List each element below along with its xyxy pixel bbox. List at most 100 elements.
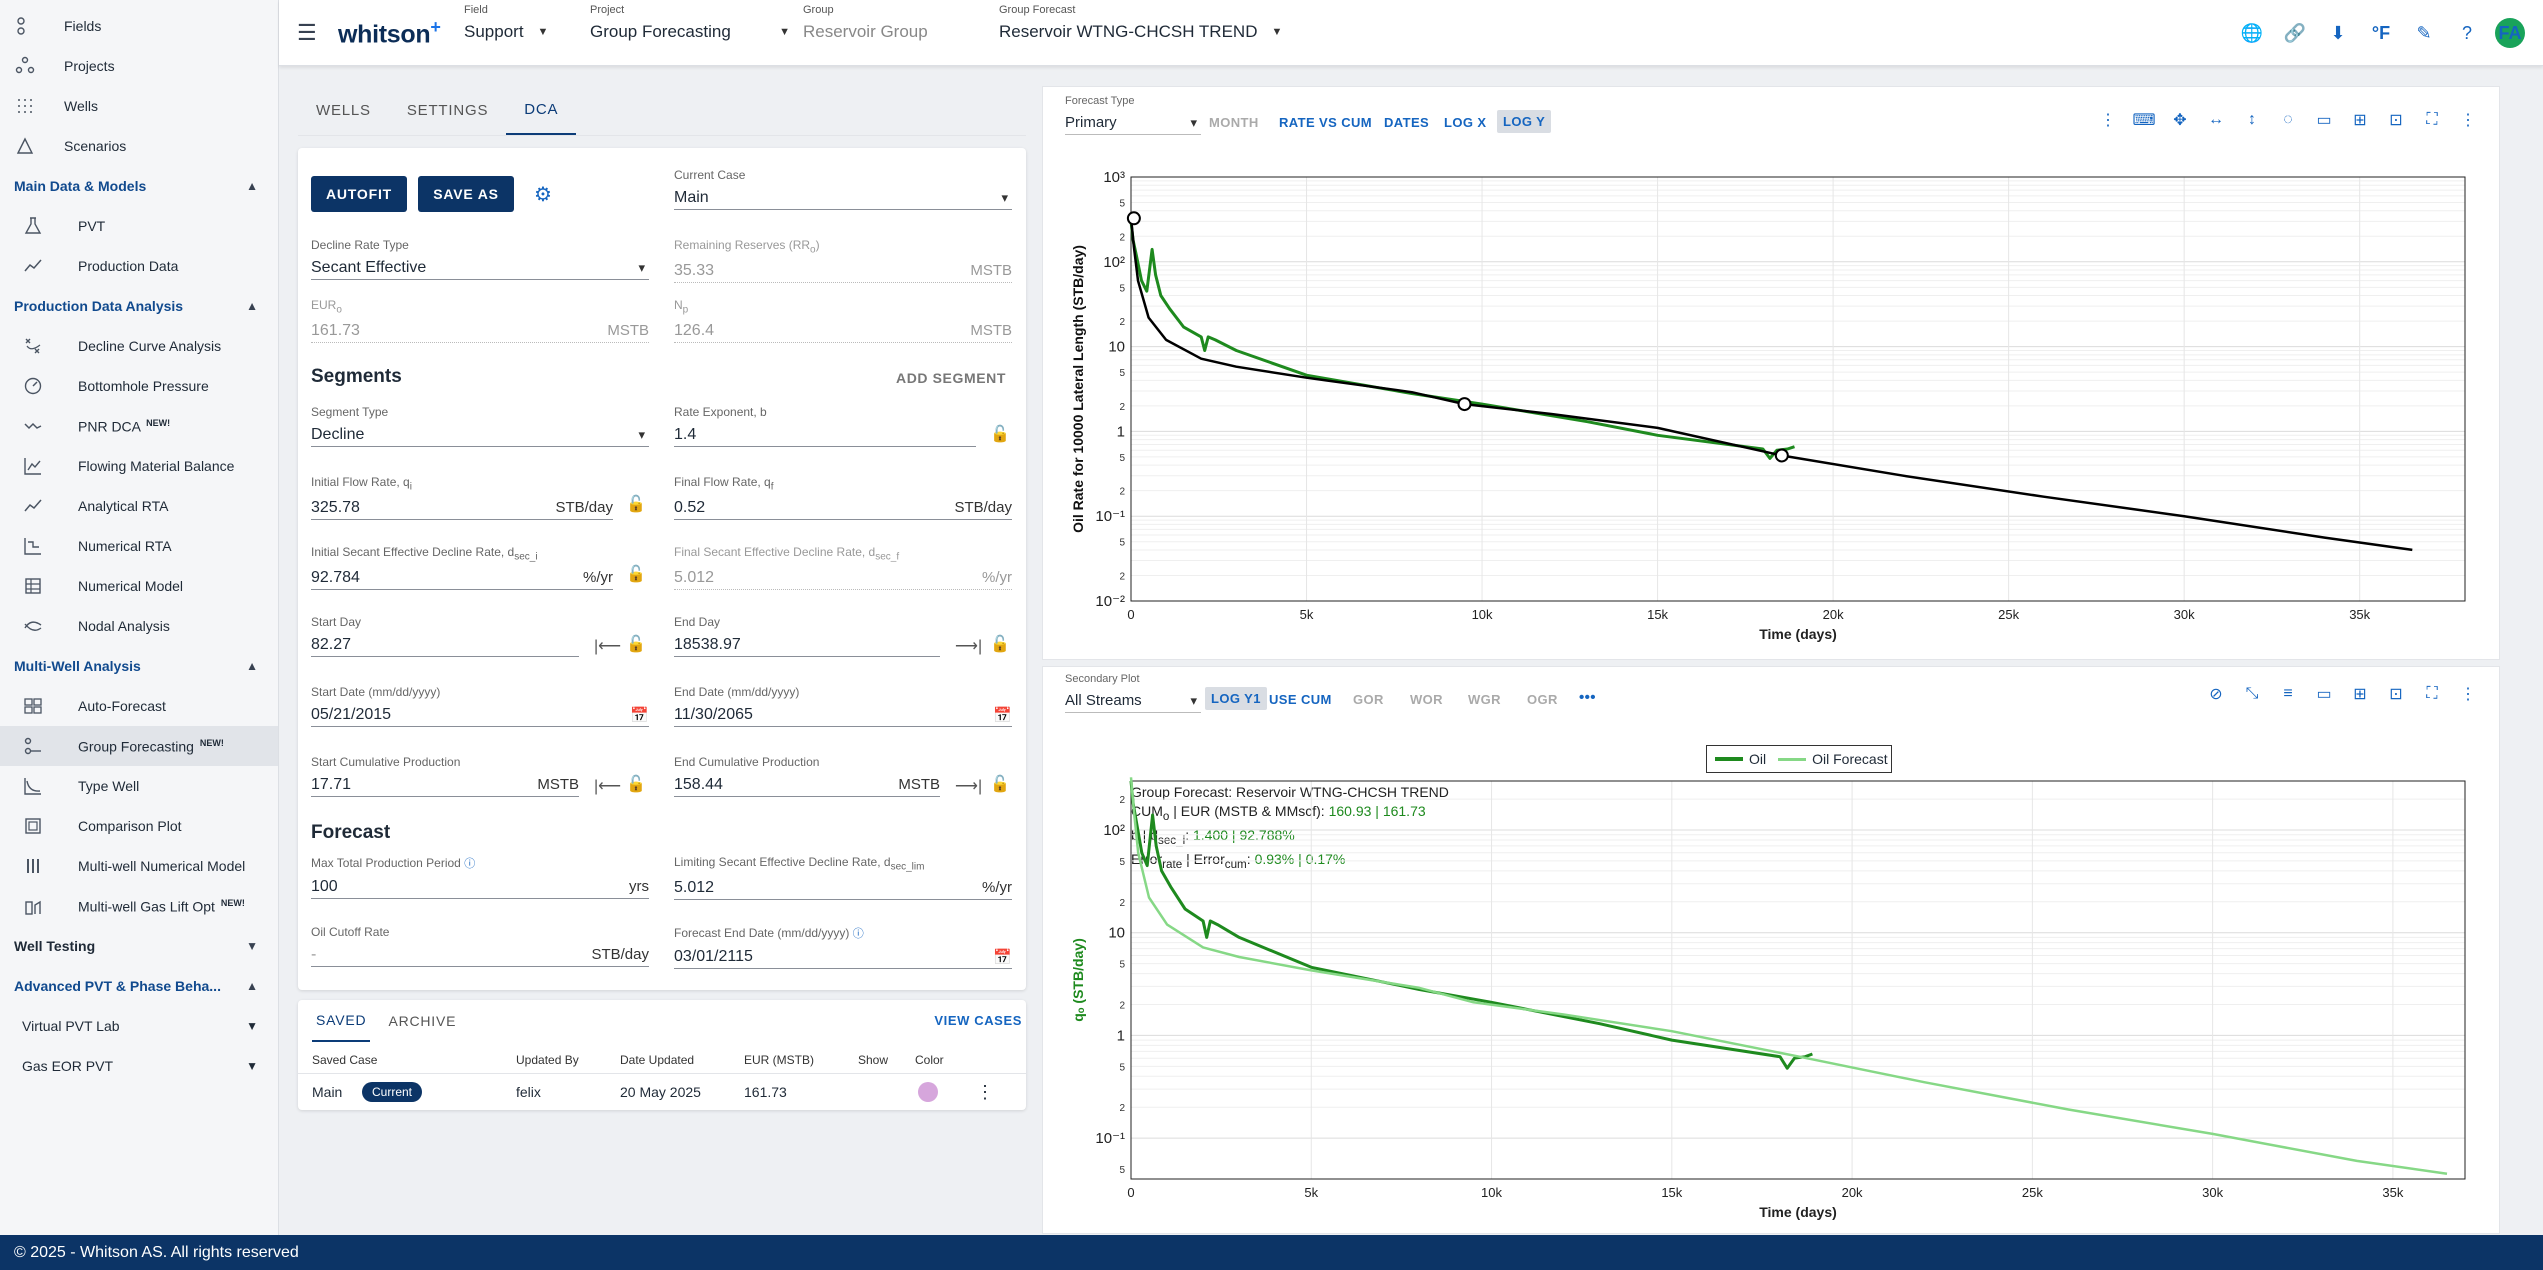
no-autoscale-icon[interactable]: ⤡ (2245, 685, 2259, 702)
download-icon[interactable]: ⬇ (2330, 22, 2346, 43)
rate-exponent-input[interactable]: Rate Exponent, b 1.4 (674, 405, 976, 447)
calendar-icon[interactable]: 📅 (993, 948, 1012, 966)
more-vert-icon[interactable]: ⋮ (2460, 686, 2476, 703)
secondary-plot-select[interactable]: Secondary Plot All Streams (1065, 673, 1201, 713)
max-period-input[interactable]: Max Total Production Period ⓘ 100 yrs (311, 855, 649, 899)
sidebar-section-well-testing[interactable]: Well Testing ▼ (0, 926, 278, 966)
decline-rate-type-select[interactable]: Decline Rate Type Secant Effective (311, 238, 649, 280)
group-forecast-selector[interactable]: Group Forecast Reservoir WTNG-CHCSH TREND… (999, 4, 1282, 42)
table-icon[interactable]: ⊞ (2353, 112, 2367, 129)
sidebar-item-analytical-rta[interactable]: Analytical RTA (0, 486, 278, 526)
sidebar-item-wells[interactable]: Wells (0, 86, 278, 126)
pan-icon[interactable]: ✥ (2173, 112, 2187, 129)
initial-flow-rate-input[interactable]: Initial Flow Rate, qi 325.78 STB/day (311, 475, 613, 521)
autoscale-icon[interactable]: ⊡ (2389, 112, 2403, 129)
view-cases-button[interactable]: VIEW CASES (934, 1013, 1022, 1028)
start-cum-input[interactable]: Start Cumulative Production 17.71 MSTB (311, 755, 579, 797)
wor-toggle[interactable]: WOR (1410, 692, 1443, 707)
calendar-icon[interactable]: 📅 (630, 706, 649, 724)
align-end-icon[interactable]: ⟶| (955, 778, 983, 795)
tab-wells[interactable]: WELLS (316, 102, 371, 119)
vertical-zoom-icon[interactable]: ↕ (2248, 111, 2256, 128)
tab-saved[interactable]: SAVED (312, 1000, 371, 1042)
sidebar-item-numerical-model[interactable]: Numerical Model (0, 566, 278, 606)
sidebar-section-multi-well[interactable]: Multi-Well Analysis ▲ (0, 646, 278, 686)
fullscreen-icon[interactable]: ⛶ (2426, 111, 2438, 128)
sidebar-item-virtual-pvt-lab[interactable]: Virtual PVT Lab ▼ (0, 1006, 278, 1046)
info-icon[interactable]: ⓘ (464, 858, 476, 870)
end-day-input[interactable]: End Day 18538.97 (674, 615, 940, 657)
log-x-toggle[interactable]: LOG X (1444, 115, 1487, 130)
sidebar-item-group-forecasting[interactable]: Group Forecasting NEW! (0, 726, 278, 766)
tune-icon[interactable]: ⚙ (534, 184, 552, 206)
log-y1-toggle[interactable]: LOG Y1 (1205, 687, 1267, 710)
group-selector[interactable]: Group Reservoir Group (803, 4, 928, 42)
forecast-end-date-input[interactable]: Forecast End Date (mm/dd/yyyy) ⓘ 03/01/21… (674, 925, 1012, 969)
comment-icon[interactable]: ▭ (2316, 686, 2332, 703)
sidebar-section-main-data[interactable]: Main Data & Models ▲ (0, 166, 278, 206)
unlock-icon[interactable]: 🔓 (626, 496, 646, 513)
sidebar-item-type-well[interactable]: Type Well (0, 766, 278, 806)
sidebar-item-fields[interactable]: Fields (0, 6, 278, 46)
sidebar-item-fmb[interactable]: Flowing Material Balance (0, 446, 278, 486)
unlock-icon[interactable]: 🔓 (626, 776, 646, 793)
start-day-input[interactable]: Start Day 82.27 (311, 615, 579, 657)
fahrenheit-icon[interactable]: °F (2371, 22, 2391, 43)
help-icon[interactable]: ? (2461, 22, 2472, 43)
sidebar-item-gas-eor-pvt[interactable]: Gas EOR PVT ▼ (0, 1046, 278, 1086)
sidebar-item-production-data[interactable]: Production Data (0, 246, 278, 286)
calendar-icon[interactable]: 📅 (993, 706, 1012, 724)
align-start-icon[interactable]: |⟵ (594, 778, 622, 795)
sidebar-item-bhp[interactable]: Bottomhole Pressure (0, 366, 278, 406)
oil-cutoff-input[interactable]: Oil Cutoff Rate - STB/day (311, 925, 649, 967)
field-selector[interactable]: Field Support ▼ (464, 4, 548, 42)
more-horiz-icon[interactable]: ••• (1579, 689, 1596, 706)
sidebar-item-numerical-rta[interactable]: Numerical RTA (0, 526, 278, 566)
unlock-icon[interactable]: 🔓 (626, 566, 646, 583)
month-toggle[interactable]: MONTH (1209, 115, 1259, 130)
more-vert-icon[interactable]: ⋮ (2460, 112, 2476, 129)
initial-decline-input[interactable]: Initial Secant Effective Decline Rate, d… (311, 545, 613, 591)
end-date-input[interactable]: End Date (mm/dd/yyyy) 11/30/2065 📅 (674, 685, 1012, 727)
rate-vs-cum-toggle[interactable]: RATE VS CUM (1279, 115, 1372, 130)
sidebar-section-production-data-analysis[interactable]: Production Data Analysis ▲ (0, 286, 278, 326)
fullscreen-icon[interactable]: ⛶ (2426, 685, 2438, 702)
dates-toggle[interactable]: DATES (1384, 115, 1430, 130)
current-case-select[interactable]: Current Case Main (674, 168, 1012, 210)
sidebar-item-nodal-analysis[interactable]: Nodal Analysis (0, 606, 278, 646)
final-flow-rate-input[interactable]: Final Flow Rate, qf 0.52 STB/day (674, 475, 1012, 521)
sidebar-item-multi-well-numerical[interactable]: Multi-well Numerical Model (0, 846, 278, 886)
feedback-icon[interactable]: ✎ (2416, 22, 2432, 43)
comment-icon[interactable]: ▭ (2316, 112, 2332, 129)
hamburger-menu-icon[interactable]: ☰ (297, 20, 317, 45)
hide-icon[interactable]: ⊘ (2209, 686, 2223, 703)
sidebar-item-scenarios[interactable]: Scenarios (0, 126, 278, 166)
use-cum-toggle[interactable]: USE CUM (1269, 692, 1332, 707)
globe-icon[interactable]: 🌐 (2240, 22, 2264, 43)
info-icon[interactable]: ⓘ (852, 928, 864, 940)
table-row[interactable]: Main Current felix 20 May 2025 161.73 ⋮ (298, 1074, 1026, 1110)
start-date-input[interactable]: Start Date (mm/dd/yyyy) 05/21/2015 📅 (311, 685, 649, 727)
sidebar-item-dca[interactable]: Decline Curve Analysis (0, 326, 278, 366)
sidebar-section-advanced-pvt[interactable]: Advanced PVT & Phase Beha... ▲ (0, 966, 278, 1006)
drag-handle-icon[interactable]: ⋮ (2100, 112, 2116, 129)
save-as-button[interactable]: SAVE AS (418, 176, 514, 212)
sidebar-item-comparison-plot[interactable]: Comparison Plot (0, 806, 278, 846)
tab-settings[interactable]: SETTINGS (406, 102, 489, 119)
unlock-icon[interactable]: 🔓 (990, 636, 1010, 653)
sidebar-item-pnr-dca[interactable]: PNR DCA NEW! (0, 406, 278, 446)
autoscale-icon[interactable]: ⊡ (2389, 686, 2403, 703)
sidebar-item-auto-forecast[interactable]: Auto-Forecast (0, 686, 278, 726)
end-cum-input[interactable]: End Cumulative Production 158.44 MSTB (674, 755, 940, 797)
limiting-decline-input[interactable]: Limiting Secant Effective Decline Rate, … (674, 855, 1012, 901)
gor-toggle[interactable]: GOR (1353, 692, 1384, 707)
align-end-icon[interactable]: ⟶| (955, 638, 983, 655)
project-selector[interactable]: Project Group Forecasting ▼ (590, 4, 790, 42)
link-icon[interactable]: 🔗 (2283, 22, 2307, 43)
color-swatch[interactable] (918, 1082, 938, 1102)
sidebar-item-pvt[interactable]: PVT (0, 206, 278, 246)
wgr-toggle[interactable]: WGR (1468, 692, 1501, 707)
ogr-toggle[interactable]: OGR (1527, 692, 1558, 707)
lasso-icon[interactable]: ◌ (2283, 111, 2293, 128)
add-segment-button[interactable]: ADD SEGMENT (896, 370, 1007, 386)
